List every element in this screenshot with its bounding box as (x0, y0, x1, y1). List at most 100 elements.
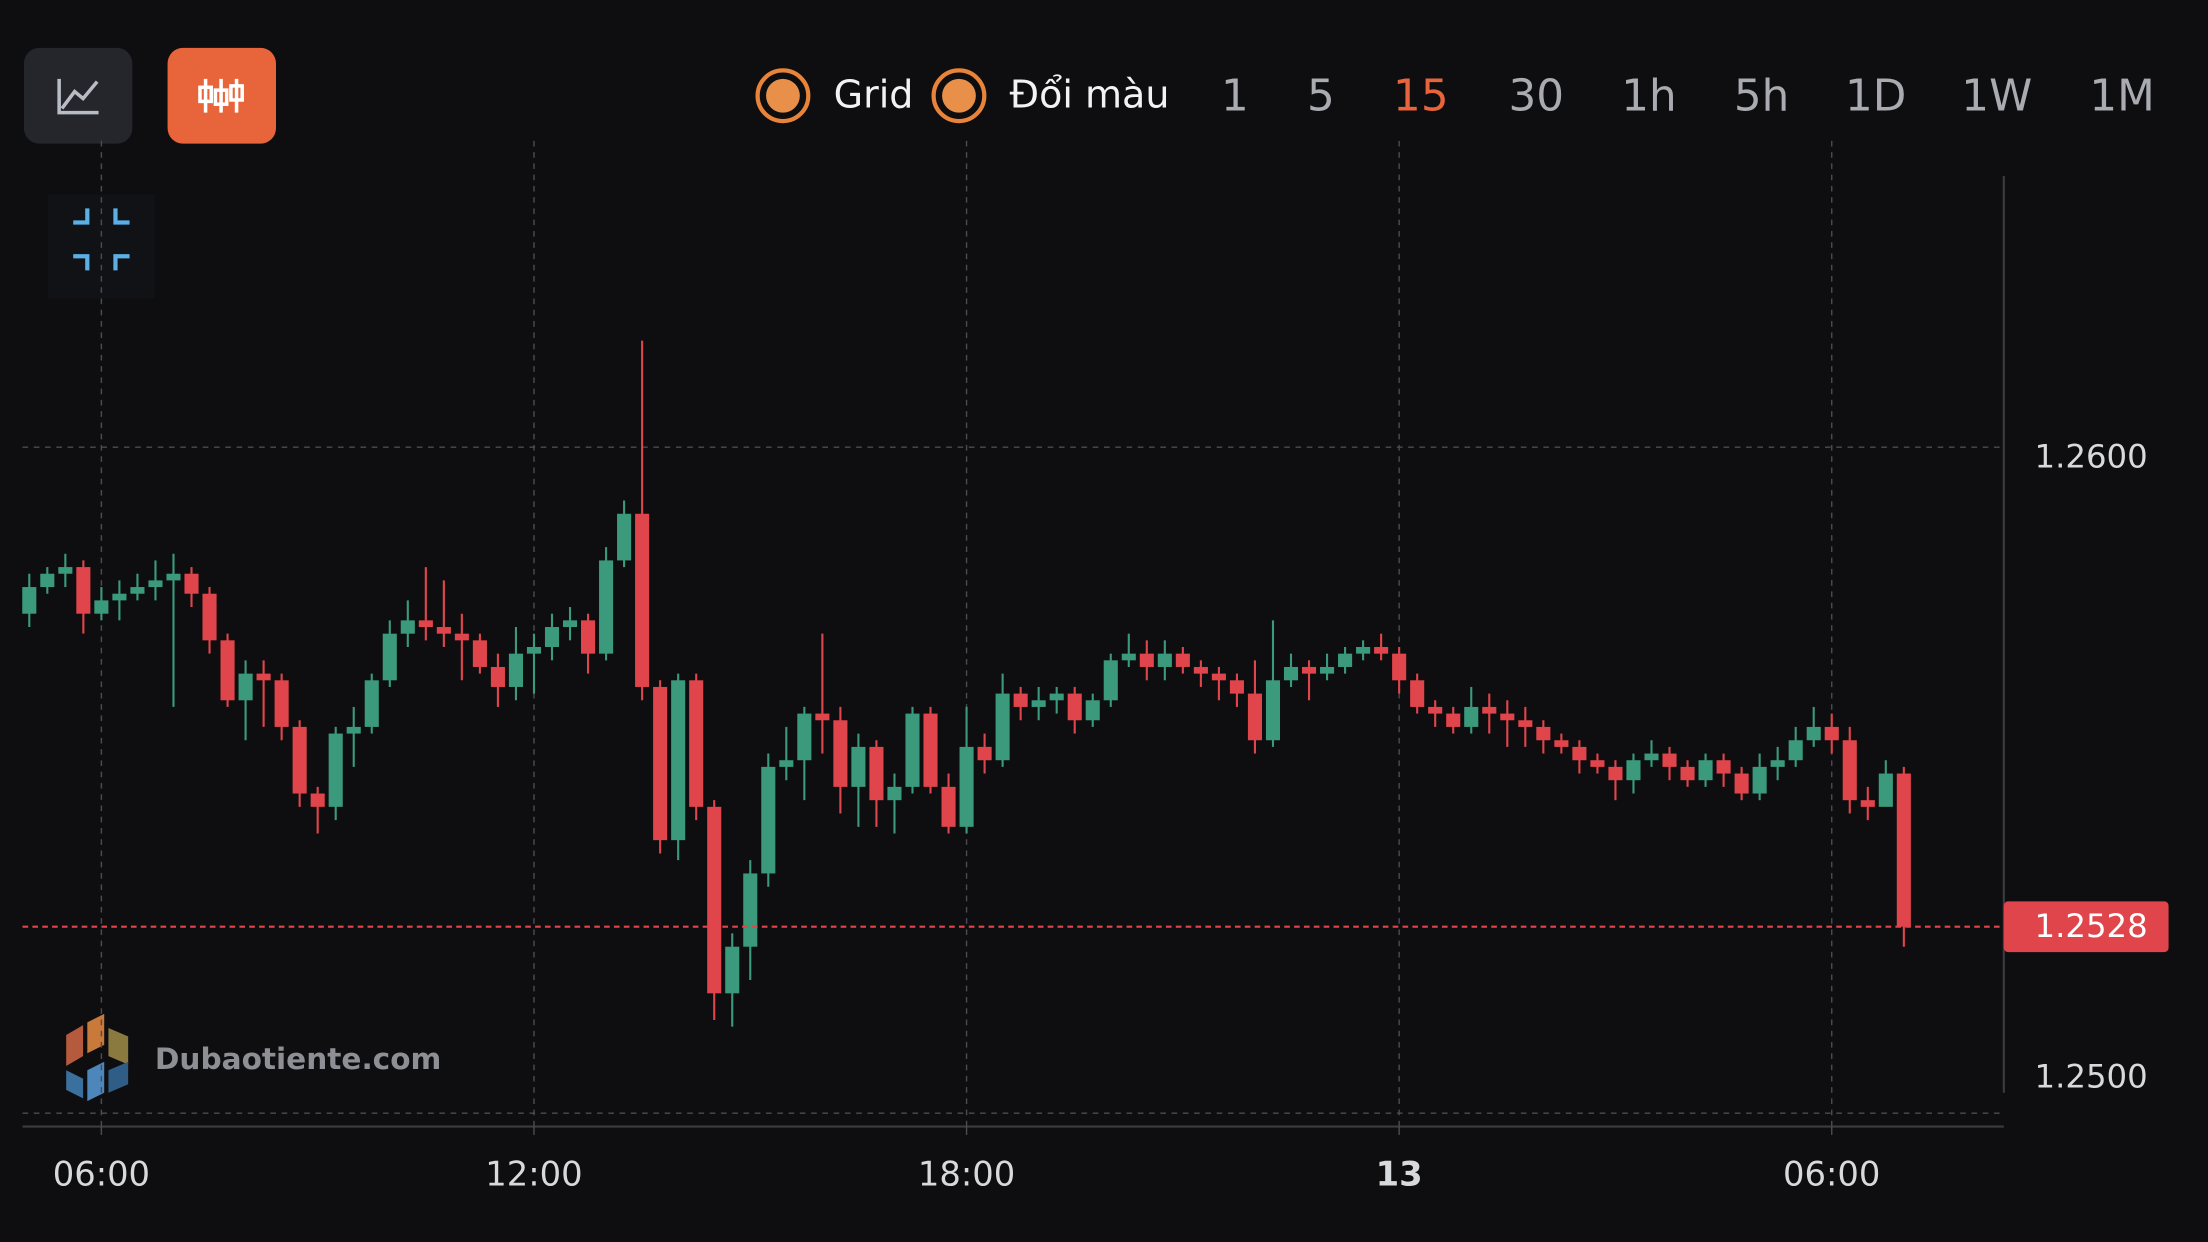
candle-body (1716, 760, 1731, 774)
candle-body (1572, 746, 1587, 761)
interval-option[interactable]: 1M (2089, 71, 2154, 122)
candle-body (1464, 706, 1479, 727)
candle-body (1500, 713, 1515, 721)
candle-body (130, 587, 145, 594)
candle-body (1283, 666, 1299, 681)
toggle-label[interactable]: Đổi màu (1010, 73, 1170, 117)
interval-option[interactable]: 1h (1621, 71, 1676, 122)
candle-body (1626, 760, 1641, 781)
candle-body (1301, 666, 1317, 674)
candle-body (1590, 760, 1605, 767)
y-tick-label: 1.2500 (2034, 1058, 2147, 1096)
candle-body (1806, 726, 1821, 741)
candle-body (436, 627, 451, 634)
candle-body (941, 786, 956, 827)
candle-body (1554, 740, 1569, 747)
candle-body (689, 680, 704, 807)
candle-body (1085, 700, 1100, 721)
candle-body (40, 573, 55, 588)
candle-body (1608, 766, 1623, 781)
candle-body (94, 600, 109, 614)
candle-body (995, 693, 1010, 761)
candle-body (581, 620, 596, 654)
interval-option[interactable]: 5h (1734, 71, 1789, 122)
candle-body (1320, 666, 1335, 674)
candle-body (238, 673, 253, 701)
candle-body (562, 620, 578, 628)
candle-body (1229, 680, 1244, 694)
candle-body (1031, 700, 1046, 707)
toggle-radio[interactable] (755, 68, 811, 124)
x-tick-label: 18:00 (918, 1154, 1015, 1193)
interval-option[interactable]: 1W (1961, 71, 2032, 122)
toggle-label[interactable]: Grid (834, 73, 914, 117)
toggle-dot (766, 78, 800, 113)
interval-option[interactable]: 30 (1509, 71, 1565, 122)
candle-body (544, 627, 560, 647)
last-price-label: 1.2528 (2034, 907, 2147, 945)
candle-body (310, 793, 325, 807)
candle-body (22, 587, 37, 614)
candle-body (220, 640, 235, 701)
candle-body (1175, 653, 1190, 667)
toggle-radio[interactable] (931, 68, 987, 124)
toggle-dot (942, 78, 976, 113)
candle-body (1482, 706, 1497, 714)
candle-body (1157, 653, 1172, 667)
candle-body (1103, 660, 1118, 701)
candle-body (887, 786, 902, 801)
candle-body (1121, 653, 1136, 661)
candle-body (905, 713, 920, 787)
candle-body (977, 746, 992, 761)
candle-body (76, 567, 91, 614)
candle-body (833, 720, 848, 787)
candle-body (1049, 693, 1064, 701)
candle-icon (198, 78, 244, 113)
watermark-text: Dubaotiente.com (155, 1042, 441, 1076)
candle-body (923, 713, 938, 787)
candle-body (1013, 693, 1028, 707)
candle-body (526, 646, 542, 654)
candle-body (653, 686, 668, 841)
candle-body (1842, 740, 1857, 801)
candle-body (382, 633, 397, 681)
interval-option[interactable]: 1 (1221, 71, 1249, 122)
x-tick-label: 06:00 (1783, 1154, 1880, 1193)
candle-body (707, 806, 722, 994)
candle-body (815, 713, 830, 721)
candle-body (472, 640, 487, 667)
candle-body (1878, 773, 1893, 807)
candle-body (1662, 753, 1677, 767)
interval-option[interactable]: 5 (1307, 71, 1335, 122)
candle-body (58, 567, 73, 574)
candle-body (418, 620, 433, 628)
interval-option[interactable]: 1D (1845, 71, 1906, 122)
candle-body (1067, 693, 1082, 721)
x-tick-label: 12:00 (485, 1154, 582, 1193)
candle-body (1824, 726, 1839, 741)
candle-body (959, 746, 974, 827)
candle-mode-button[interactable] (167, 47, 276, 144)
candle-body (148, 580, 163, 588)
icon-path (73, 208, 130, 271)
candle-body (1392, 653, 1407, 681)
candle-body (1428, 706, 1443, 714)
watermark-logo (66, 1013, 129, 1102)
candle-body (1536, 726, 1551, 741)
candle-body (1446, 713, 1461, 727)
line-icon (57, 78, 99, 115)
candle-body (454, 633, 469, 641)
candle-body (761, 766, 776, 874)
candle-body (1644, 753, 1659, 761)
candle-body (112, 593, 127, 601)
candle-body (599, 560, 614, 654)
candle-body (1518, 720, 1533, 727)
interval-option[interactable]: 15 (1393, 71, 1449, 122)
x-tick-label: 13 (1376, 1154, 1423, 1193)
candle-body (635, 513, 650, 687)
candle-body (274, 680, 289, 727)
line-mode-button[interactable] (23, 47, 133, 144)
candle-body (1356, 646, 1371, 654)
